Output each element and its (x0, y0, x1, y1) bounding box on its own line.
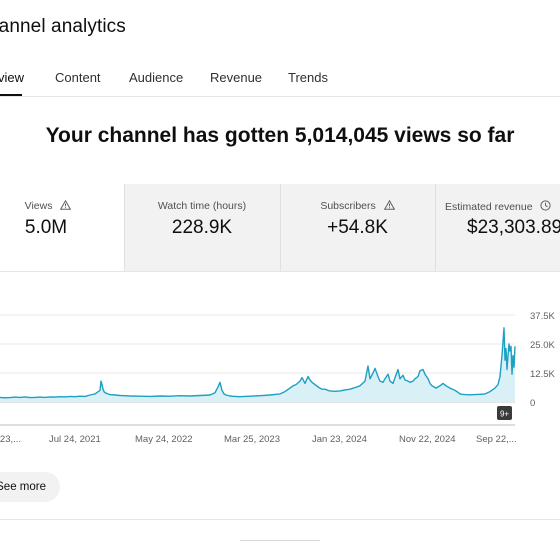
views-headline: Your channel has gotten 5,014,045 views … (45, 124, 515, 147)
y-tick-label: 25.0K (530, 340, 555, 351)
kpi-label-subscribers: Subscribers (320, 200, 376, 212)
kpi-cards: Views 5.0M Watch time (hours) 228.9K Sub… (0, 184, 560, 272)
kpi-divider (280, 184, 281, 272)
next-section-stub (240, 540, 320, 541)
kpi-value-watch-time: 228.9K (171, 217, 233, 238)
x-tick-label: May 24, 2022 (135, 434, 193, 445)
kpi-label-estimated-revenue: Estimated revenue (445, 201, 533, 213)
kpi-divider (124, 184, 125, 272)
x-tick-label: p 23,... (0, 434, 21, 445)
y-tick-label: 0 (530, 398, 535, 409)
tabs-divider (0, 96, 560, 97)
views-chart[interactable]: 37.5K 25.0K 12.5K 0 p 23,... Jul 24, 2021 May … (0, 300, 560, 460)
kpi-card-watch-time[interactable]: Watch time (hours) 228.9K (124, 184, 280, 272)
series-line (0, 327, 516, 399)
warning-icon[interactable] (60, 200, 72, 210)
kpi-value-subscribers: +54.8K (327, 217, 388, 238)
x-tick-label: Sep 22,... (476, 434, 517, 445)
series-area (0, 327, 515, 402)
active-tab-indicator (0, 94, 22, 97)
tab-audience[interactable]: Audience (129, 70, 184, 85)
x-tick-label: Nov 22, 2024 (399, 434, 456, 445)
tab-bar: view Content Audience Revenue Trends (0, 60, 560, 96)
kpi-card-estimated-revenue[interactable]: Estimated revenue $23,303.89 (435, 184, 560, 272)
tab-revenue[interactable]: Revenue (210, 70, 263, 85)
notes-badge (497, 406, 512, 420)
section-divider (0, 519, 560, 520)
y-tick-label: 37.5K (530, 311, 555, 322)
y-tick-label: 12.5K (530, 369, 555, 380)
kpi-value-views: 5.0M (24, 217, 68, 238)
see-more-button[interactable]: See more (0, 472, 60, 502)
kpi-value-estimated-revenue: $23,303.89 (467, 217, 560, 238)
warning-icon[interactable] (383, 200, 395, 210)
notes-badge-label: 9+ (500, 410, 509, 419)
kpi-divider (435, 184, 436, 272)
clock-icon[interactable] (540, 200, 552, 211)
tab-trends[interactable]: Trends (288, 70, 328, 85)
kpi-card-subscribers[interactable]: Subscribers +54.8K (280, 184, 435, 272)
tab-content[interactable]: Content (55, 70, 101, 85)
kpi-label-watch-time: Watch time (hours) (157, 200, 247, 212)
kpi-card-views[interactable]: Views 5.0M (0, 184, 124, 272)
x-tick-label: Jul 24, 2021 (49, 434, 101, 445)
x-tick-label: Mar 25, 2023 (224, 434, 280, 445)
kpi-label-views: Views (24, 200, 53, 212)
x-tick-label: Jan 23, 2024 (312, 434, 367, 445)
tab-overview[interactable]: view (0, 70, 25, 85)
kpi-bottom-divider (0, 271, 560, 272)
page-title: hannel analytics (0, 16, 126, 37)
